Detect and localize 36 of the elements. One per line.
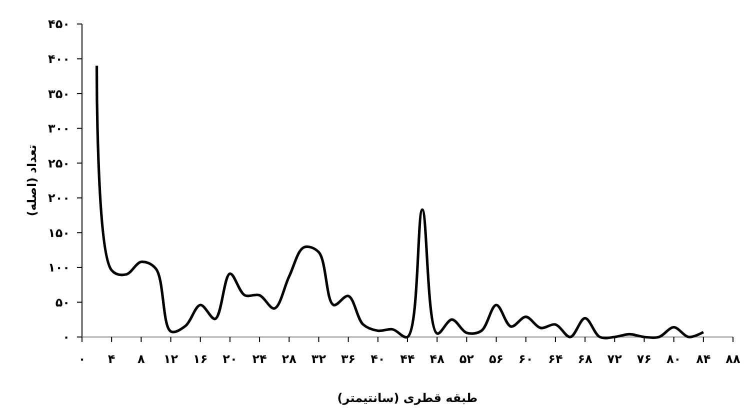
x-tick-label: ۸ [138, 352, 146, 366]
x-tick-label: ۱۲ [163, 352, 179, 366]
y-tick-label: ۲۰۰ [48, 191, 70, 206]
y-tick-label: ۲۵۰ [48, 156, 70, 170]
x-tick-label: ۸۸ [726, 352, 741, 366]
x-tick-label: ۳۶ [340, 352, 356, 366]
x-tick-label: ۴۴ [400, 352, 415, 366]
x-tick-label: ۱۶ [193, 352, 208, 366]
x-tick-label: ۶۸ [578, 352, 594, 366]
x-tick-label: ۸۴ [696, 352, 711, 366]
x-tick-label: ۶۰ [518, 352, 534, 366]
line-series [95, 64, 705, 340]
x-tick-label: ۰ [78, 352, 86, 366]
x-tick-label: ۵۶ [488, 352, 504, 366]
x-tick-label: ۵۲ [459, 352, 475, 366]
x-tick-label: ۷۶ [636, 352, 652, 366]
y-tick-label: ۱۵۰ [48, 226, 70, 240]
y-axis-title: تعداد (اصله) [25, 144, 39, 216]
x-tick-label: ۲۰ [222, 352, 238, 366]
x-tick-label: ۳۲ [311, 352, 327, 366]
y-tick-label: ۴۵۰ [48, 17, 70, 32]
y-tick-label: ۰ [62, 330, 70, 344]
y-tick-label: ۳۵۰ [48, 86, 70, 101]
x-tick-label: ۷۲ [607, 352, 623, 366]
x-tick-label: ۶۴ [548, 352, 563, 366]
x-tick-label: ۴ [108, 352, 116, 366]
x-tick-label: ۲۸ [282, 352, 298, 366]
x-tick-label: ۴۸ [430, 352, 446, 366]
x-tick-label: ۲۴ [252, 352, 267, 366]
y-tick-label: ۳۰۰ [48, 122, 70, 136]
y-tick-label: ۱۰۰ [48, 260, 70, 275]
y-tick-label: ۵۰ [55, 295, 70, 310]
y-tick-label: ۴۰۰ [48, 52, 70, 66]
x-tick-label: ۸۰ [666, 352, 682, 366]
x-axis-title: طبقه قطری (سانتیمتر) [337, 391, 478, 405]
x-tick-label: ۴۰ [370, 352, 386, 366]
